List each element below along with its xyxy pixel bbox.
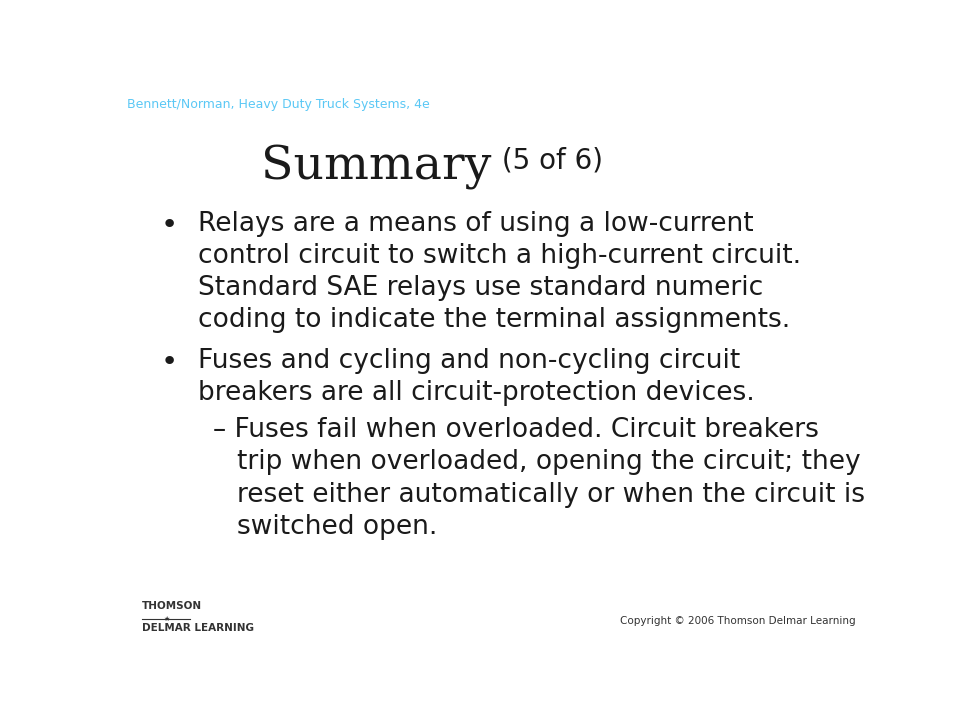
Text: •: • (161, 211, 178, 239)
Text: ★: ★ (163, 616, 170, 622)
Text: breakers are all circuit-protection devices.: breakers are all circuit-protection devi… (198, 380, 755, 406)
Text: Bennett/Norman, Heavy Duty Truck Systems, 4e: Bennett/Norman, Heavy Duty Truck Systems… (128, 99, 430, 111)
Text: DELMAR LEARNING: DELMAR LEARNING (142, 623, 254, 633)
Text: Fuses and cycling and non-cycling circuit: Fuses and cycling and non-cycling circui… (198, 347, 740, 374)
Text: – Fuses fail when overloaded. Circuit breakers: – Fuses fail when overloaded. Circuit br… (213, 417, 819, 444)
Text: THOMSON: THOMSON (142, 601, 202, 611)
Text: Copyright © 2006 Thomson Delmar Learning: Copyright © 2006 Thomson Delmar Learning (620, 616, 855, 626)
Text: reset either automatically or when the circuit is: reset either automatically or when the c… (237, 482, 865, 508)
Text: (5 of 6): (5 of 6) (493, 146, 603, 174)
Text: Summary: Summary (261, 145, 492, 190)
Text: Standard SAE relays use standard numeric: Standard SAE relays use standard numeric (198, 275, 763, 301)
Text: Relays are a means of using a low-current: Relays are a means of using a low-curren… (198, 211, 754, 237)
Text: •: • (161, 347, 178, 375)
Text: switched open.: switched open. (237, 513, 437, 540)
Text: coding to indicate the terminal assignments.: coding to indicate the terminal assignme… (198, 307, 790, 333)
Text: trip when overloaded, opening the circuit; they: trip when overloaded, opening the circui… (237, 449, 861, 475)
Text: control circuit to switch a high-current circuit.: control circuit to switch a high-current… (198, 243, 801, 269)
